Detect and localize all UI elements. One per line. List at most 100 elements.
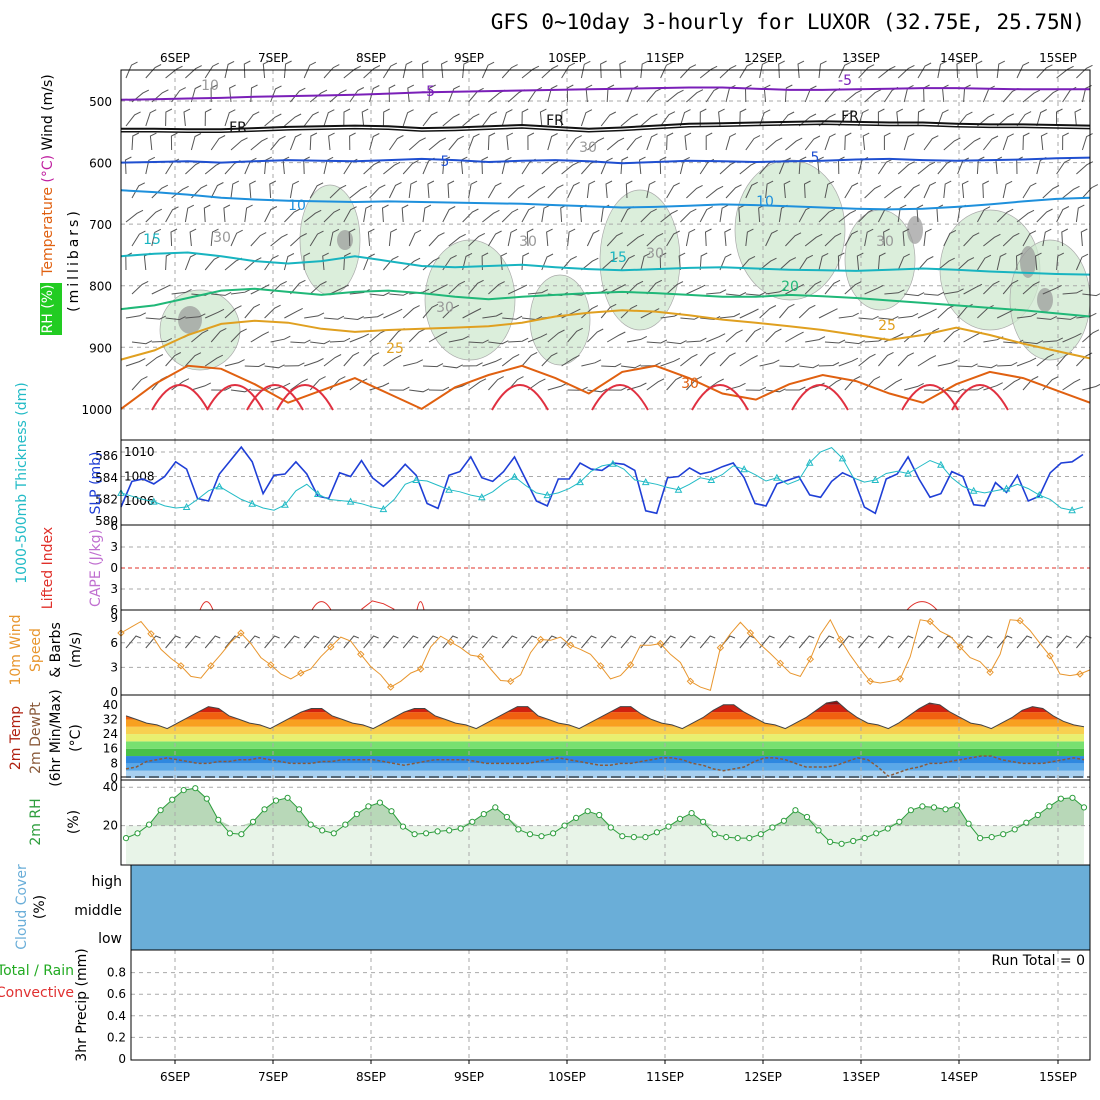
barb-13-27: [666, 376, 683, 391]
wind-speed-point-45: [566, 641, 575, 650]
temp-band-3: [126, 748, 1084, 757]
cloud-category-0: high: [91, 874, 122, 890]
barb-10-13: [383, 308, 403, 319]
thickness-point-75: [937, 460, 945, 468]
barb-5-12: [369, 184, 386, 199]
rh-point-28: [446, 827, 453, 834]
barb-0-10: [323, 64, 340, 79]
wind-speed-point-75: [866, 677, 874, 686]
barb-3-6: [250, 137, 268, 151]
barb-8-30: [719, 253, 732, 271]
barb-3-10: [328, 132, 335, 151]
rh-point-66: [884, 825, 891, 832]
precip-ylabel-total: Total / Rain: [0, 963, 74, 979]
barb-1-11: [349, 87, 365, 103]
barb-8-33: [779, 257, 797, 271]
barb-7-18: [487, 230, 502, 247]
temp-band-5: [126, 734, 1084, 742]
wind-speed-point-54: [656, 639, 665, 648]
barb-11-31: [745, 327, 762, 343]
upper-air-ylabel: Temperature (°C) Wind (m/s): [40, 74, 56, 277]
barb-9-10: [329, 284, 349, 295]
barb-2-26: [640, 113, 658, 127]
rh-point-76: [1000, 831, 1007, 838]
barb-3-17: [468, 133, 480, 151]
barb-5-9: [309, 182, 324, 199]
barb-4-12: [363, 161, 381, 175]
upper-air-ylabel-part-1: (°C): [40, 150, 56, 182]
upper-air-ytick-5: 1000: [81, 403, 112, 417]
barb-13-13: [389, 386, 410, 391]
barb-12-2: [165, 352, 182, 367]
thickness-ytick-2: 584: [95, 471, 118, 485]
barb-7-17: [468, 232, 486, 247]
contour-label-11: 20: [781, 279, 799, 295]
barb-10-38: [878, 315, 899, 320]
barb-13-31: [745, 386, 767, 391]
barb-7-39: [902, 228, 910, 247]
barb-9-34: [804, 280, 822, 295]
barb-10-36: [838, 312, 859, 319]
wind10-barb-2: [165, 635, 181, 649]
barb-9-32: [765, 288, 786, 295]
upper-air-ytick-2: 700: [89, 218, 112, 232]
barb-0-0: [125, 61, 138, 79]
barb-5-35: [824, 180, 835, 199]
barb-3-8: [289, 133, 302, 151]
barb-7-26: [646, 232, 664, 247]
isotherm-4: [120, 251, 1091, 276]
wind10-panel-frame: [120, 609, 1091, 696]
rh-point-12: [261, 806, 268, 813]
wind10-barb-42: [957, 635, 973, 649]
barb-10-47: [1056, 315, 1077, 320]
rh-base-fill: [126, 825, 1084, 864]
barb-13-5: [230, 388, 252, 393]
hot-contour-2: [246, 384, 304, 411]
barb-2-47: [1055, 108, 1063, 127]
barb-8-25: [620, 254, 635, 271]
barb-12-6: [244, 363, 266, 368]
rh-point-71: [942, 806, 949, 813]
barb-12-21: [541, 352, 558, 367]
barb-0-1: [145, 64, 162, 79]
wind10-barb-4: [204, 635, 221, 649]
wind-speed-point-84: [956, 643, 964, 651]
barb-8-40: [917, 256, 934, 271]
barb-8-41: [937, 257, 955, 271]
barb-10-0: [125, 312, 147, 319]
barb-9-27: [666, 281, 684, 295]
isotherm-6: [120, 309, 1091, 361]
barb-12-28: [680, 353, 698, 367]
barb-9-16: [448, 280, 466, 295]
wind-speed-point-27: [386, 683, 395, 691]
barb-7-40: [923, 228, 932, 247]
barb-2-25: [620, 113, 638, 127]
wind-ylabel-0: 10m Wind: [8, 614, 24, 685]
barb-12-34: [799, 364, 820, 369]
barb-4-14: [402, 160, 419, 175]
barb-0-44: [996, 60, 1006, 79]
barb-13-3: [191, 382, 212, 391]
barb-1-28: [686, 89, 704, 103]
barb-10-39: [898, 312, 919, 319]
barb-5-13: [388, 181, 402, 199]
barb-9-29: [706, 289, 727, 295]
barb-2-43: [977, 113, 995, 127]
barb-8-48: [1075, 253, 1089, 271]
rh-point-77: [1011, 826, 1018, 833]
barb-12-23: [581, 359, 602, 367]
wind10-barb-44: [996, 635, 1013, 649]
barb-8-24: [600, 257, 618, 271]
rh-point-33: [503, 813, 510, 821]
barb-12-22: [561, 354, 580, 367]
barb-3-24: [606, 137, 625, 151]
barb-5-32: [765, 180, 774, 199]
thickness-point-36: [510, 472, 519, 480]
wind10-barb-41: [937, 635, 953, 649]
rh-point-42: [607, 824, 614, 831]
barb-8-29: [699, 252, 708, 271]
wind-speed-point-78: [896, 675, 904, 683]
temp-ytick-1: 8: [110, 756, 118, 770]
barb-0-41: [937, 60, 947, 79]
cloud-ylabel: Cloud Cover: [14, 864, 30, 950]
